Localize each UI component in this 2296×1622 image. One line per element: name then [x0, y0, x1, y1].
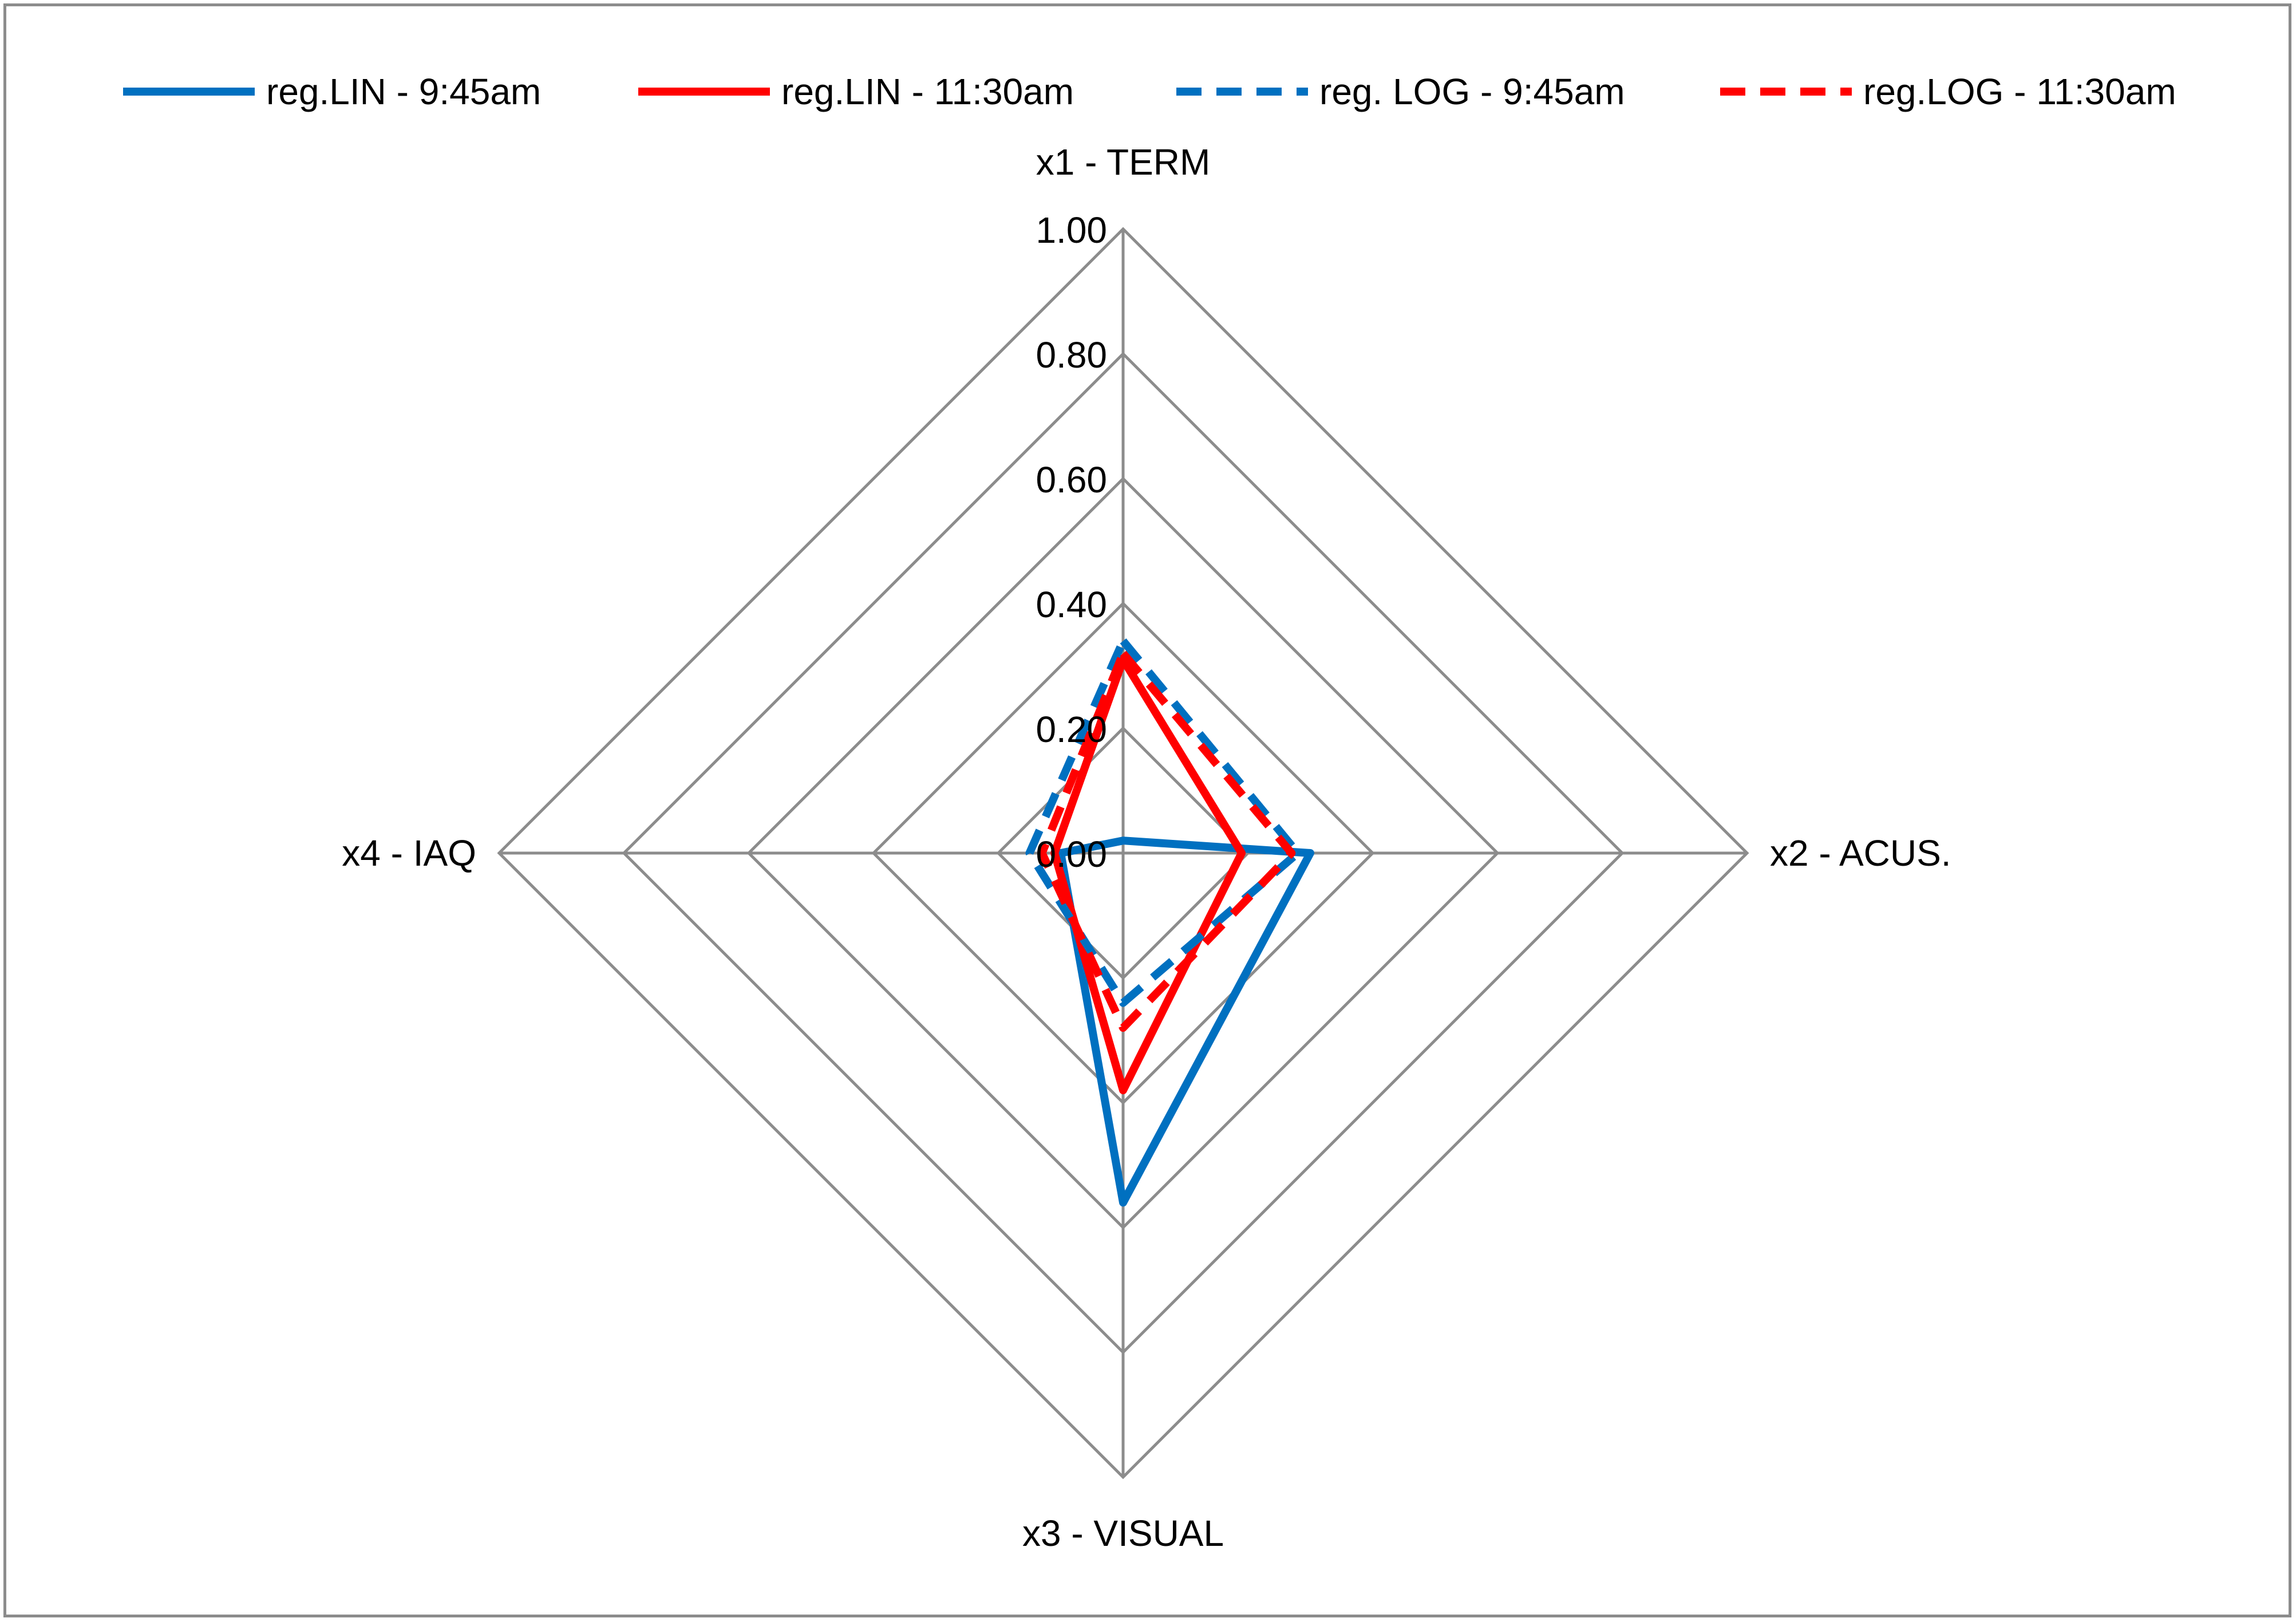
tick-label: 0.20 — [1036, 709, 1107, 750]
tick-label: 0.40 — [1036, 584, 1107, 625]
axis-label-1: x1 - TERM — [1036, 141, 1211, 183]
grid — [497, 227, 1749, 1479]
series-lines — [1025, 637, 1314, 1207]
legend: reg.LIN - 9:45am reg.LIN - 11:30am reg. LO… — [123, 71, 2176, 112]
legend-label-4: reg.LOG - 11:30am — [1863, 71, 2176, 112]
legend-label-2: reg.LIN - 11:30am — [781, 71, 1074, 112]
series-line-2 — [1050, 656, 1246, 1095]
axis-label-3: x3 - VISUAL — [1022, 1513, 1224, 1554]
legend-label-3: reg. LOG - 9:45am — [1319, 71, 1625, 112]
series-line-1 — [1057, 836, 1314, 1207]
axis-label-2: x2 - ACUS. — [1770, 832, 1951, 874]
axis-label-4: x4 - IAQ — [342, 832, 476, 874]
tick-label: 0.60 — [1036, 459, 1107, 500]
series-line-3 — [1025, 637, 1302, 1007]
chart-frame — [3, 3, 2291, 1617]
tick-label: 0.00 — [1036, 834, 1107, 875]
tick-label: 1.00 — [1036, 210, 1107, 251]
tick-label: 0.80 — [1036, 334, 1107, 376]
labels: 0.00 0.20 0.40 0.60 0.80 1.00 x1 - TERM x2 - AC… — [342, 141, 1951, 1554]
series-line-4 — [1038, 649, 1296, 1032]
legend-label-1: reg.LIN - 9:45am — [266, 71, 541, 112]
